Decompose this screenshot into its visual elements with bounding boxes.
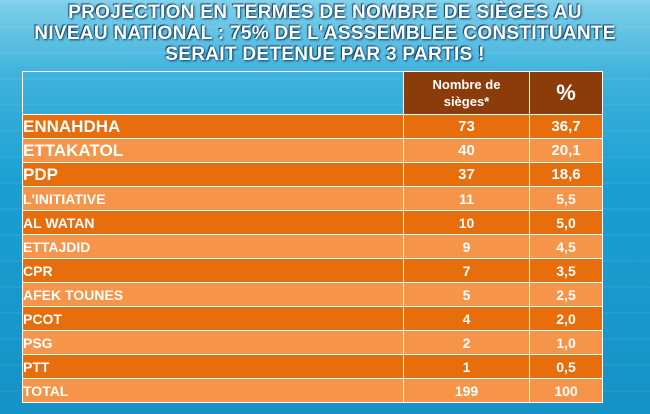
percent-cell: 1,0: [529, 330, 603, 355]
party-cell: PTT: [22, 354, 404, 379]
percent-cell: 0,5: [529, 354, 603, 379]
seats-cell: 11: [403, 186, 530, 211]
seats-table: Nombre de sièges* % ENNAHDHA 73 36,7 ETTAKA…: [22, 71, 603, 403]
party-cell: ETTAJDID: [22, 234, 404, 259]
table-row: TOTAL 199 100: [22, 378, 603, 403]
seats-cell: 5: [403, 282, 530, 307]
table-row: ETTAJDID 9 4,5: [22, 234, 603, 259]
percent-cell: 5,5: [529, 186, 603, 211]
percent-cell: 2,5: [529, 282, 603, 307]
percent-cell: 2,0: [529, 306, 603, 331]
seats-cell: 37: [403, 162, 530, 187]
seats-cell: 199: [403, 378, 530, 403]
page-title: PROJECTION EN TERMES DE NOMBRE DE SIÈGES…: [0, 2, 650, 65]
party-cell: ETTAKATOL: [22, 138, 404, 163]
percent-cell: 100: [529, 378, 603, 403]
seats-cell: 2: [403, 330, 530, 355]
seats-cell: 40: [403, 138, 530, 163]
percent-cell: 3,5: [529, 258, 603, 283]
percent-cell: 20,1: [529, 138, 603, 163]
header-percent: %: [529, 71, 603, 115]
party-cell: AL WATAN: [22, 210, 404, 235]
table-row: AL WATAN 10 5,0: [22, 210, 603, 235]
title-line: NIVEAU NATIONAL : 75% DE L'ASSSEMBLEE CO…: [34, 23, 616, 44]
seats-cell: 4: [403, 306, 530, 331]
percent-cell: 36,7: [529, 114, 603, 139]
seats-cell: 10: [403, 210, 530, 235]
seats-cell: 7: [403, 258, 530, 283]
table-header-row: Nombre de sièges* %: [22, 71, 603, 115]
table-row: CPR 7 3,5: [22, 258, 603, 283]
table-body: ENNAHDHA 73 36,7 ETTAKATOL 40 20,1 PDP 37 18,6 L'…: [22, 114, 603, 403]
table-row: PDP 37 18,6: [22, 162, 603, 187]
seats-cell: 73: [403, 114, 530, 139]
party-cell: AFEK TOUNES: [22, 282, 404, 307]
table-row: PCOT 4 2,0: [22, 306, 603, 331]
party-cell: L'INITIATIVE: [22, 186, 404, 211]
party-cell: PSG: [22, 330, 404, 355]
party-cell: PDP: [22, 162, 404, 187]
party-cell: ENNAHDHA: [22, 114, 404, 139]
table-row: PTT 1 0,5: [22, 354, 603, 379]
table-row: L'INITIATIVE 11 5,5: [22, 186, 603, 211]
title-line: SERAIT DETENUE PAR 3 PARTIS !: [165, 44, 485, 65]
header-seats-line: Nombre de: [432, 77, 501, 92]
party-cell: PCOT: [22, 306, 404, 331]
party-cell: TOTAL: [22, 378, 404, 403]
percent-cell: 5,0: [529, 210, 603, 235]
table-row: ETTAKATOL 40 20,1: [22, 138, 603, 163]
header-seats: Nombre de sièges*: [403, 71, 530, 115]
header-seats-line: sièges*: [443, 94, 490, 109]
percent-cell: 4,5: [529, 234, 603, 259]
title-line: PROJECTION EN TERMES DE NOMBRE DE SIÈGES…: [68, 2, 582, 23]
table-row: ENNAHDHA 73 36,7: [22, 114, 603, 139]
table-row: PSG 2 1,0: [22, 330, 603, 355]
percent-cell: 18,6: [529, 162, 603, 187]
header-blank-cell: [22, 71, 404, 115]
table-row: AFEK TOUNES 5 2,5: [22, 282, 603, 307]
seats-cell: 9: [403, 234, 530, 259]
seats-cell: 1: [403, 354, 530, 379]
party-cell: CPR: [22, 258, 404, 283]
